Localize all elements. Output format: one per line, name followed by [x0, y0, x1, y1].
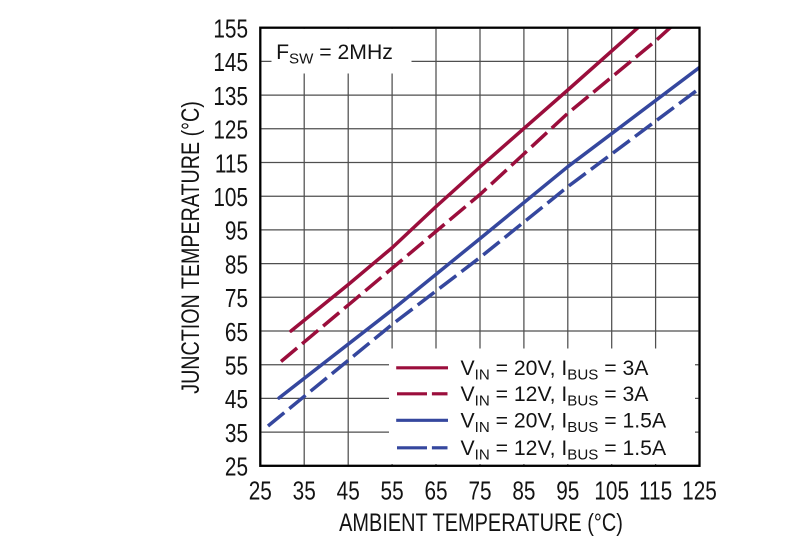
svg-text:35: 35: [293, 477, 316, 506]
svg-text:115: 115: [215, 150, 248, 179]
svg-text:135: 135: [213, 83, 248, 112]
svg-text:25: 25: [225, 453, 248, 482]
svg-text:FSW = 2MHz: FSW = 2MHz: [276, 41, 393, 67]
svg-text:95: 95: [556, 477, 579, 506]
svg-text:VIN = 20V, IBUS = 3A: VIN = 20V, IBUS = 3A: [461, 357, 650, 383]
svg-text:75: 75: [225, 285, 248, 314]
svg-text:45: 45: [337, 477, 360, 506]
svg-text:VIN = 12V, IBUS = 3A: VIN = 12V, IBUS = 3A: [461, 383, 650, 409]
svg-text:35: 35: [225, 420, 248, 449]
svg-text:45: 45: [225, 386, 248, 415]
svg-text:95: 95: [225, 217, 248, 246]
svg-text:55: 55: [225, 352, 248, 381]
svg-text:65: 65: [424, 477, 447, 506]
svg-text:VIN = 20V, IBUS = 1.5A: VIN = 20V, IBUS = 1.5A: [461, 410, 667, 436]
svg-text:85: 85: [512, 477, 535, 506]
svg-text:AMBIENT TEMPERATURE (°C): AMBIENT TEMPERATURE (°C): [339, 508, 623, 537]
svg-text:125: 125: [213, 116, 248, 145]
svg-text:65: 65: [225, 319, 248, 348]
svg-text:115: 115: [639, 477, 672, 506]
svg-text:85: 85: [225, 251, 248, 280]
svg-text:105: 105: [213, 184, 248, 213]
svg-text:55: 55: [381, 477, 404, 506]
svg-text:VIN = 12V, IBUS = 1.5A: VIN = 12V, IBUS = 1.5A: [461, 437, 667, 463]
svg-text:JUNCTION TEMPERATURE (°C): JUNCTION TEMPERATURE (°C): [176, 101, 205, 394]
svg-text:25: 25: [249, 477, 272, 506]
svg-text:75: 75: [468, 477, 491, 506]
svg-text:125: 125: [682, 477, 717, 506]
svg-text:155: 155: [213, 15, 248, 44]
svg-text:145: 145: [213, 49, 248, 78]
svg-text:105: 105: [594, 477, 629, 506]
